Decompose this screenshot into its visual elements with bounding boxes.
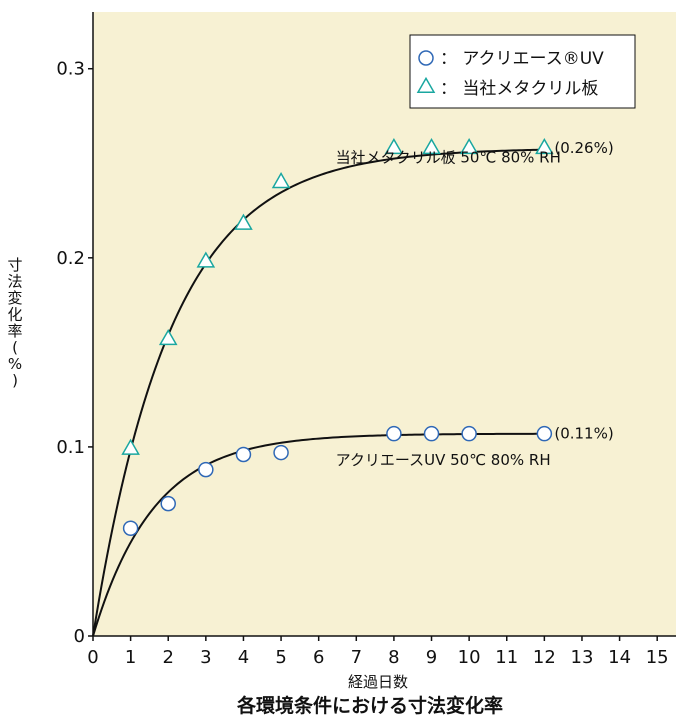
methacrylic-board-point (196, 251, 216, 268)
x-tick-label: 6 (313, 647, 324, 668)
legend-acryace-uv-label: ： アクリエース®UV (440, 49, 604, 69)
methacrylic-board-point (459, 138, 479, 155)
y-axis-label-character: 化 (7, 306, 22, 324)
acryace-uv-point (235, 446, 252, 463)
x-tick-label: 2 (162, 647, 173, 668)
x-tick-label: 15 (646, 647, 669, 668)
methacrylic-board-point (271, 172, 291, 189)
x-tick-label: 1 (125, 647, 136, 668)
y-axis-label-group: 寸法変化率(%) (7, 256, 22, 390)
y-axis-ticks: 0 0.1 0.2 0.3 (56, 59, 93, 647)
x-tick-label: 5 (275, 647, 286, 668)
methacrylic-board-condition-label: 当社メタクリル板 50℃ 80% RH (336, 148, 561, 166)
methacrylic-board-point (535, 138, 554, 155)
acryace-uv-point (461, 425, 477, 442)
x-axis-label: 経過日数 (348, 673, 408, 691)
axes (92, 12, 676, 637)
methacrylic-board-point (422, 138, 441, 155)
acryace-uv-data-points (122, 425, 553, 536)
acryace-uv-point (160, 495, 176, 512)
x-tick-label: 12 (533, 647, 556, 668)
acryace-uv-point (386, 425, 402, 442)
legend-methacrylic-board-label: ： 当社メタクリル板 (440, 79, 598, 99)
x-tick-label: 9 (426, 647, 437, 668)
x-tick-label: 3 (200, 647, 211, 668)
methacrylic-board-data-points (121, 138, 554, 455)
x-tick-label: 7 (351, 647, 362, 668)
y-tick-label: 0.3 (56, 59, 85, 80)
x-tick-label: 8 (388, 647, 399, 668)
y-axis-label-character: 法 (7, 273, 22, 291)
legend-circle-marker (418, 50, 434, 66)
legend: ： アクリエース®UV ： 当社メタクリル板 (409, 34, 636, 109)
x-tick-label: 13 (571, 647, 594, 668)
methacrylic-board-point (384, 138, 404, 155)
methacrylic-board-point (121, 438, 140, 455)
x-axis-ticks: 0 1 2 3 4 5 6 7 8 9 10 11 12 13 14 15 (87, 636, 669, 668)
acryace-uv-point (423, 425, 440, 442)
legend-box (409, 34, 636, 109)
y-axis-label-character: 寸 (7, 256, 22, 274)
methacrylic-board-point (234, 213, 253, 230)
y-tick-label: 0 (74, 626, 85, 647)
y-axis-label-character: 率 (7, 322, 22, 340)
y-tick-label: 0.1 (56, 437, 85, 458)
plot-area-background (93, 12, 676, 636)
x-tick-label: 14 (608, 647, 631, 668)
methacrylic-board-point (158, 328, 178, 346)
y-axis-label-character: 変 (7, 289, 22, 307)
x-tick-label: 0 (87, 647, 98, 668)
acryace-uv-end-value-label: (0.11%) (554, 425, 613, 443)
y-tick-label: 0.2 (56, 248, 85, 269)
x-tick-label: 11 (495, 647, 518, 668)
legend-triangle-marker (416, 76, 436, 94)
y-axis-label-character: ) (12, 372, 18, 390)
methacrylic-board-end-value-label: (0.26%) (554, 139, 613, 157)
acryace-uv-point (122, 520, 139, 536)
y-axis-label-character: ( (12, 339, 18, 357)
acryace-uv-point (198, 461, 214, 478)
chart-title: 各環境条件における寸法変化率 (236, 694, 503, 717)
acryace-uv-condition-label: アクリエースUV 50℃ 80% RH (336, 451, 551, 469)
acryace-uv-point (273, 444, 289, 461)
x-tick-label: 10 (458, 647, 481, 668)
y-axis-label-character: % (8, 355, 22, 373)
x-tick-label: 4 (238, 647, 249, 668)
acryace-uv-point (536, 425, 553, 442)
